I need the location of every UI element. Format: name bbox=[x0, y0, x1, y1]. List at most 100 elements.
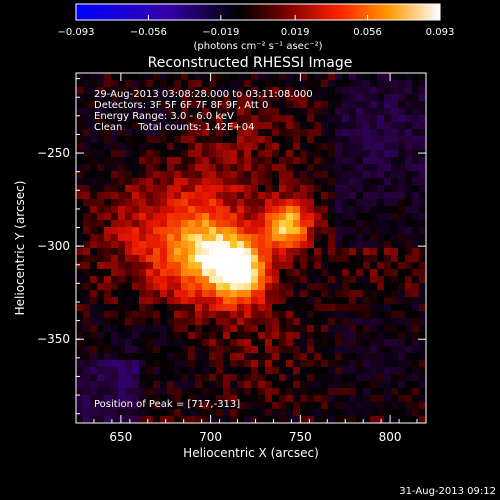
heatmap-cell bbox=[181, 94, 189, 102]
heatmap-cell bbox=[230, 87, 238, 95]
heatmap-cell bbox=[258, 101, 266, 109]
heatmap-cell bbox=[237, 409, 245, 417]
heatmap-cell bbox=[370, 73, 378, 81]
heatmap-cell bbox=[300, 269, 308, 277]
heatmap-cell bbox=[118, 269, 126, 277]
heatmap-cell bbox=[251, 304, 259, 312]
heatmap-cell bbox=[223, 213, 231, 221]
heatmap-cell bbox=[258, 346, 266, 354]
heatmap-cell bbox=[321, 346, 329, 354]
annotation-energy-range: Energy Range: 3.0 - 6.0 keV bbox=[94, 111, 234, 122]
heatmap-cell bbox=[405, 283, 413, 291]
heatmap-cell bbox=[384, 339, 392, 347]
heatmap-cell bbox=[405, 325, 413, 333]
heatmap-cell bbox=[97, 164, 105, 172]
heatmap-cell bbox=[286, 80, 294, 88]
heatmap-cell bbox=[300, 143, 308, 151]
heatmap-cell bbox=[342, 346, 350, 354]
heatmap-cell bbox=[272, 241, 280, 249]
heatmap-cell bbox=[174, 367, 182, 375]
heatmap-cell bbox=[216, 304, 224, 312]
heatmap-cell bbox=[419, 297, 427, 305]
heatmap-cell bbox=[223, 297, 231, 305]
heatmap-cell bbox=[405, 129, 413, 137]
heatmap-cell bbox=[216, 276, 224, 284]
heatmap-cell bbox=[181, 192, 189, 200]
heatmap-cell bbox=[328, 157, 336, 165]
heatmap-cell bbox=[370, 150, 378, 158]
heatmap-cell bbox=[307, 136, 315, 144]
heatmap-cell bbox=[132, 150, 140, 158]
heatmap-cell bbox=[90, 171, 98, 179]
heatmap-cell bbox=[258, 213, 266, 221]
heatmap-cell bbox=[132, 367, 140, 375]
heatmap-cell bbox=[202, 94, 210, 102]
heatmap-cell bbox=[195, 199, 203, 207]
heatmap-cell bbox=[111, 213, 119, 221]
heatmap-cell bbox=[146, 318, 154, 326]
heatmap-cell bbox=[307, 395, 315, 403]
heatmap-cell bbox=[146, 227, 154, 235]
heatmap-cell bbox=[237, 192, 245, 200]
heatmap-cell bbox=[307, 367, 315, 375]
heatmap-cell bbox=[223, 381, 231, 389]
heatmap-cell bbox=[328, 108, 336, 116]
heatmap-cell bbox=[314, 360, 322, 368]
heatmap-cell bbox=[230, 80, 238, 88]
heatmap-cell bbox=[356, 360, 364, 368]
heatmap-cell bbox=[342, 227, 350, 235]
heatmap-cell bbox=[209, 395, 217, 403]
heatmap-cell bbox=[251, 409, 259, 417]
heatmap-cell bbox=[237, 164, 245, 172]
heatmap-cell bbox=[104, 381, 112, 389]
heatmap-cell bbox=[251, 276, 259, 284]
heatmap-cell bbox=[104, 94, 112, 102]
heatmap-cell bbox=[356, 318, 364, 326]
heatmap-cell bbox=[314, 150, 322, 158]
heatmap-cell bbox=[314, 311, 322, 319]
heatmap-cell bbox=[216, 395, 224, 403]
heatmap-cell bbox=[167, 325, 175, 333]
heatmap-cell bbox=[188, 150, 196, 158]
heatmap-cell bbox=[223, 290, 231, 298]
heatmap-cell bbox=[83, 248, 91, 256]
heatmap-cell bbox=[405, 241, 413, 249]
heatmap-cell bbox=[146, 402, 154, 410]
heatmap-cell bbox=[307, 248, 315, 256]
heatmap-cell bbox=[83, 297, 91, 305]
heatmap-cell bbox=[237, 157, 245, 165]
heatmap-cell bbox=[244, 346, 252, 354]
heatmap-cell bbox=[76, 178, 84, 186]
heatmap-cell bbox=[160, 227, 168, 235]
heatmap-cell bbox=[419, 290, 427, 298]
heatmap-cell bbox=[125, 80, 133, 88]
heatmap-cell bbox=[132, 87, 140, 95]
heatmap-cell bbox=[356, 171, 364, 179]
heatmap-cell bbox=[419, 353, 427, 361]
heatmap-cell bbox=[342, 297, 350, 305]
heatmap-cell bbox=[412, 241, 420, 249]
heatmap-cell bbox=[272, 185, 280, 193]
heatmap-cell bbox=[132, 108, 140, 116]
heatmap-cell bbox=[300, 136, 308, 144]
heatmap-cell bbox=[230, 157, 238, 165]
heatmap-cell bbox=[209, 178, 217, 186]
heatmap-cell bbox=[286, 206, 294, 214]
heatmap-cell bbox=[356, 206, 364, 214]
heatmap-cell bbox=[90, 318, 98, 326]
heatmap-cell bbox=[181, 304, 189, 312]
heatmap-cell bbox=[398, 220, 406, 228]
heatmap-cell bbox=[384, 101, 392, 109]
heatmap-cell bbox=[167, 276, 175, 284]
heatmap-cell bbox=[265, 332, 273, 340]
heatmap-cell bbox=[230, 290, 238, 298]
heatmap-cell bbox=[160, 290, 168, 298]
heatmap-cell bbox=[209, 269, 217, 277]
heatmap-cell bbox=[146, 213, 154, 221]
heatmap-cell bbox=[384, 332, 392, 340]
heatmap-cell bbox=[335, 171, 343, 179]
heatmap-cell bbox=[90, 178, 98, 186]
heatmap-cell bbox=[398, 143, 406, 151]
heatmap-cell bbox=[293, 346, 301, 354]
heatmap-cell bbox=[132, 381, 140, 389]
